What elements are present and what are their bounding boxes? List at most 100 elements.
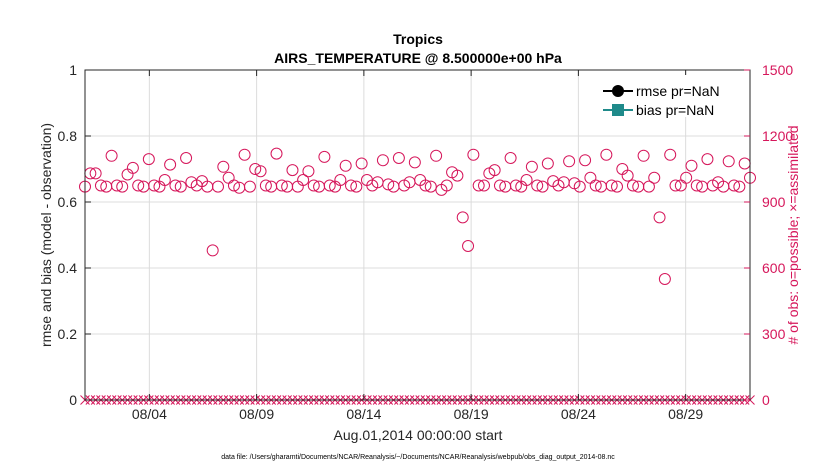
y-tick-label-right: 0 bbox=[762, 392, 770, 408]
possible-obs-point bbox=[648, 171, 661, 184]
possible-obs-point bbox=[254, 165, 267, 178]
possible-obs-point bbox=[376, 154, 389, 167]
possible-obs-point bbox=[738, 157, 751, 170]
possible-obs-point bbox=[217, 160, 230, 173]
possible-obs-point bbox=[148, 179, 161, 192]
possible-obs-point bbox=[430, 149, 443, 162]
possible-obs-point bbox=[424, 180, 437, 193]
legend-bias-marker bbox=[612, 104, 624, 116]
possible-obs-point bbox=[350, 180, 363, 193]
possible-obs-point bbox=[658, 273, 671, 285]
possible-obs-point bbox=[621, 169, 634, 182]
possible-obs-point bbox=[478, 179, 490, 192]
axis-ticks: 0 0.2 0.4 0.6 0.8 1 0 300 600 900 1200 1500 08/04 08/… bbox=[58, 62, 794, 422]
possible-obs-point bbox=[238, 148, 251, 161]
possible-obs-point bbox=[563, 155, 576, 168]
possible-obs-point bbox=[637, 149, 650, 162]
possible-obs-point bbox=[345, 179, 357, 192]
possible-obs-point bbox=[94, 179, 107, 192]
possible-obs-point bbox=[728, 179, 741, 192]
possible-obs-point bbox=[339, 159, 352, 172]
possible-obs-point bbox=[382, 178, 395, 191]
possible-obs-point bbox=[440, 179, 453, 192]
possible-obs-point bbox=[669, 179, 682, 192]
x-axis-label: Aug.01,2014 00:00:00 start bbox=[334, 427, 503, 443]
possible-obs-point bbox=[536, 180, 549, 193]
y-tick-label-right: 1200 bbox=[762, 128, 793, 144]
chart-title: Tropics bbox=[393, 31, 443, 47]
possible-obs-point bbox=[493, 179, 506, 192]
possible-obs-point bbox=[451, 169, 464, 182]
possible-obs-point bbox=[525, 160, 538, 173]
x-tick-label: 08/09 bbox=[239, 406, 274, 422]
possible-obs-point bbox=[690, 179, 703, 192]
possible-obs-point bbox=[334, 174, 347, 186]
legend-bias-label: bias pr=NaN bbox=[636, 102, 714, 118]
possible-obs-point bbox=[419, 179, 432, 192]
x-tick-label: 08/24 bbox=[561, 406, 596, 422]
data-file-footer: data file: /Users/gharamti/Documents/NCA… bbox=[221, 454, 615, 461]
possible-obs-point bbox=[297, 174, 310, 186]
possible-obs-point bbox=[733, 180, 746, 193]
x-tick-label: 08/29 bbox=[668, 406, 703, 422]
possible-obs-point bbox=[323, 179, 336, 192]
possible-obs-point bbox=[520, 174, 533, 186]
x-tick-label: 08/04 bbox=[132, 406, 167, 422]
y-tick-label-left: 0.6 bbox=[58, 194, 78, 210]
x-tick-label: 08/19 bbox=[454, 406, 489, 422]
possible-obs-point bbox=[462, 240, 475, 252]
possible-obs-point bbox=[605, 179, 618, 192]
possible-obs-point bbox=[180, 152, 193, 164]
possible-obs-point bbox=[600, 148, 613, 161]
possible-obs-point bbox=[275, 179, 288, 192]
possible-obs-point bbox=[174, 180, 187, 193]
possible-obs-point bbox=[307, 179, 320, 192]
possible-obs-point bbox=[132, 179, 145, 192]
y-tick-label-right: 600 bbox=[762, 260, 786, 276]
possible-obs-point bbox=[573, 180, 586, 193]
possible-obs-series bbox=[79, 147, 756, 285]
legend: rmse pr=NaN bias pr=NaN bbox=[603, 75, 745, 118]
possible-obs-point bbox=[680, 171, 693, 184]
possible-obs-point bbox=[89, 167, 102, 180]
possible-obs-point bbox=[611, 180, 623, 193]
chart-subtitle: AIRS_TEMPERATURE @ 8.500000e+00 hPa bbox=[274, 50, 562, 66]
possible-obs-point bbox=[408, 156, 421, 169]
possible-obs-point bbox=[222, 171, 235, 184]
possible-obs-point bbox=[158, 174, 171, 186]
possible-obs-point bbox=[701, 153, 714, 166]
possible-obs-point bbox=[653, 211, 666, 224]
y-tick-label-left: 0.2 bbox=[58, 326, 78, 342]
possible-obs-point bbox=[302, 165, 315, 178]
legend-rmse-marker bbox=[612, 85, 624, 97]
possible-obs-point bbox=[456, 211, 469, 224]
possible-obs-point bbox=[722, 155, 735, 168]
plot-area-frame bbox=[84, 69, 751, 401]
possible-obs-point bbox=[110, 179, 123, 192]
possible-obs-point bbox=[504, 152, 517, 164]
possible-obs-point bbox=[243, 180, 256, 193]
possible-obs-point bbox=[249, 163, 262, 175]
possible-obs-point bbox=[212, 180, 224, 193]
possible-obs-point bbox=[531, 179, 544, 192]
possible-obs-point bbox=[286, 164, 299, 177]
y-axis-label-left: rmse and bias (model - observation) bbox=[38, 123, 54, 347]
possible-obs-point bbox=[392, 152, 405, 164]
possible-obs-point bbox=[270, 147, 283, 160]
possible-obs-point bbox=[579, 154, 592, 167]
possible-obs-point bbox=[584, 171, 597, 184]
possible-obs-point bbox=[488, 164, 501, 177]
possible-obs-point bbox=[664, 148, 677, 161]
possible-obs-point bbox=[164, 158, 177, 171]
possible-obs-point bbox=[642, 180, 655, 193]
possible-obs-point bbox=[318, 150, 331, 163]
possible-obs-point bbox=[509, 179, 522, 192]
y-tick-label-right: 1500 bbox=[762, 62, 793, 78]
possible-obs-point bbox=[126, 161, 139, 174]
possible-obs-point bbox=[169, 179, 182, 192]
possible-obs-point bbox=[259, 179, 272, 192]
possible-obs-point bbox=[105, 149, 118, 162]
possible-obs-point bbox=[472, 179, 485, 192]
possible-obs-point bbox=[227, 179, 240, 192]
